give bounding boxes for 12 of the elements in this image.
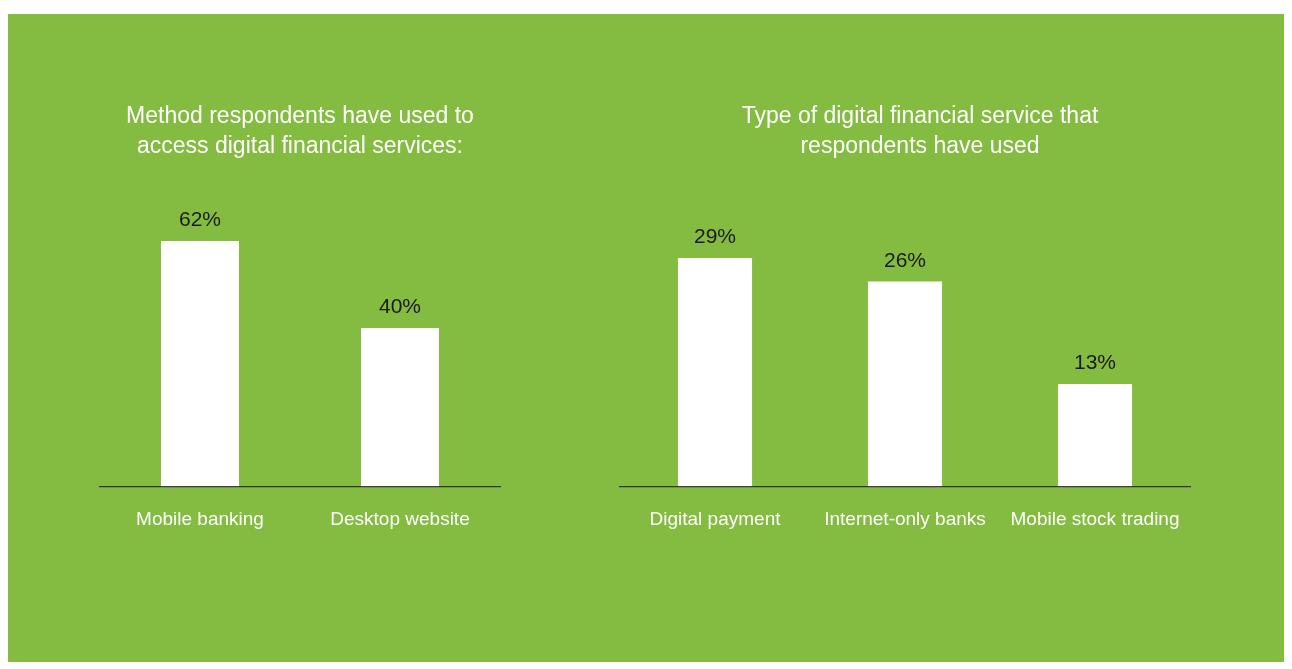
x-tick-label: Mobile stock trading <box>1010 507 1180 529</box>
x-tick-label: Desktop website <box>330 507 470 529</box>
x-tick-label: Mobile banking <box>136 507 264 529</box>
data-label: 29% <box>693 224 737 248</box>
data-label: 40% <box>378 294 422 318</box>
chart-title: Method respondents have used to access digital financial services: <box>125 101 475 160</box>
data-label: 62% <box>178 207 222 231</box>
data-label: 26% <box>883 247 927 271</box>
chart-title: Type of digital financial service that respondents have used <box>740 101 1100 160</box>
x-tick-label: Digital payment <box>649 507 782 529</box>
data-label: 13% <box>1073 350 1117 374</box>
x-tick-label: Internet-only banks <box>824 507 986 529</box>
